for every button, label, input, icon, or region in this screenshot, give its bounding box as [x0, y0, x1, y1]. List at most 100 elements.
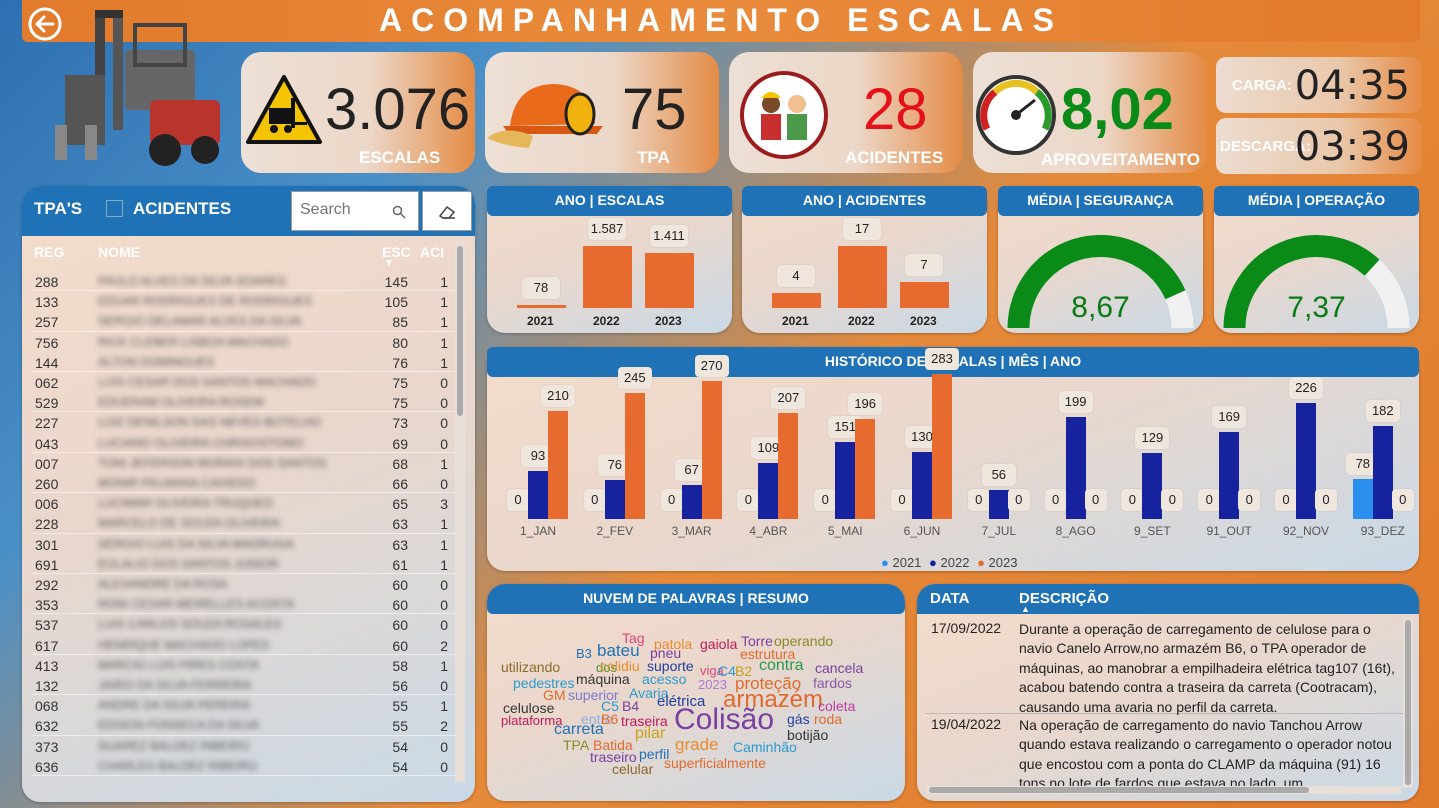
search-box[interactable] — [291, 191, 419, 231]
word[interactable]: gaiola — [700, 636, 738, 652]
descricao-scrollbar[interactable] — [1403, 618, 1413, 788]
table-row[interactable]: 373 SUAREZ BALDEZ RIBEIRO 54 0 — [32, 736, 464, 756]
word[interactable]: pedestres — [513, 675, 575, 691]
word[interactable]: operando — [774, 633, 834, 649]
word[interactable]: Tag — [622, 630, 645, 646]
word[interactable]: superior — [568, 687, 619, 703]
data-label-2023-92_NOV: 0 — [1315, 489, 1337, 511]
word[interactable]: B6 — [601, 711, 619, 727]
word[interactable]: patola — [654, 636, 693, 652]
word[interactable]: traseira — [621, 713, 668, 729]
word[interactable]: estrutura — [740, 646, 796, 662]
search-icon[interactable] — [392, 205, 406, 219]
back-arrow-icon[interactable] — [27, 6, 63, 42]
table-row[interactable]: 257 SERGIO DELAMAR ALVES DA SILVA 85 1 — [32, 311, 464, 332]
table-row[interactable]: 227 LUIZ DENILSON DAS NEVES BOTELHO 73 0 — [32, 412, 464, 432]
word[interactable]: colidiu — [600, 658, 640, 674]
legend-2022[interactable]: 2022 — [940, 555, 970, 570]
descricao-hscrollbar[interactable] — [927, 786, 1401, 794]
word[interactable]: cancela — [815, 660, 864, 676]
table-row[interactable]: 632 EDISON FONSECA DA SILVA 55 2 — [32, 715, 464, 736]
word[interactable]: fardos — [813, 675, 852, 691]
table-row[interactable]: 691 EULALIO DOS SANTOS JUNIOR 61 1 — [32, 554, 464, 574]
descricao-row-2[interactable]: 19/04/2022 Na operação de carregamento d… — [925, 716, 1403, 796]
table-scrollbar-thumb[interactable] — [457, 246, 463, 416]
table-row[interactable]: 144 ALTON DOMINGUES 76 1 — [32, 352, 464, 372]
table-scrollbar[interactable] — [455, 242, 465, 782]
word[interactable]: viga — [700, 663, 724, 678]
word[interactable]: roda — [814, 711, 843, 727]
word[interactable]: 2023 — [698, 677, 727, 692]
word[interactable]: traseiro — [590, 749, 637, 765]
table-row[interactable]: 007 TONI JEFERSON MORAIS DOS SANTOS 68 1 — [32, 453, 464, 473]
word[interactable]: B4 — [622, 698, 640, 714]
table-row[interactable]: 529 EDUERAM OLIVEIRA ROSEM 75 0 — [32, 392, 464, 413]
col-data-header[interactable]: DATA — [930, 590, 970, 607]
table-row[interactable]: 292 ALEXANDRE DA ROSA 60 0 — [32, 574, 464, 594]
word[interactable]: coleta — [818, 698, 856, 714]
word[interactable]: pilar — [635, 725, 666, 742]
descricao-row-1[interactable]: 17/09/2022 Durante a operação de carrega… — [925, 618, 1403, 715]
table-row[interactable]: 006 LUCIMAR OLIVEIRA TRUQUEO 65 3 — [32, 493, 464, 513]
col-descricao-header[interactable]: DESCRIÇÃO — [1019, 590, 1110, 607]
word[interactable]: celular — [612, 761, 654, 777]
table-row[interactable]: 537 LUIS CARLOS SOUZA ROSALES 60 0 — [32, 614, 464, 634]
descricao-scrollbar-thumb[interactable] — [1405, 620, 1411, 785]
col-aci-header[interactable]: ACI — [420, 244, 445, 260]
word[interactable]: suporte — [647, 658, 694, 674]
word[interactable]: armazém — [723, 686, 824, 713]
word[interactable]: Avaria — [629, 685, 669, 701]
word[interactable]: plataforma — [501, 713, 563, 728]
table-row[interactable]: 353 RONI CESAR MEIRELLES ACOSTA 60 0 — [32, 594, 464, 615]
word[interactable]: utilizando — [501, 659, 561, 675]
word[interactable]: grade — [675, 735, 719, 754]
word[interactable]: máquina — [576, 671, 630, 687]
table-row[interactable]: 043 LUCIANO OLIVEIRA CHRISOSTOMO 69 0 — [32, 433, 464, 453]
word[interactable]: B2 — [735, 663, 753, 679]
word[interactable]: TPA — [563, 737, 590, 753]
word[interactable]: Batida — [593, 737, 633, 753]
word[interactable]: C4 — [718, 663, 736, 679]
table-row[interactable]: 062 LUIS CESAR DOS SANTOS MACHADO 75 0 — [32, 372, 464, 392]
word[interactable]: gás — [787, 711, 810, 727]
legend-2023[interactable]: 2023 — [988, 555, 1018, 570]
table-row[interactable]: 228 MARCELO DE SOUZA OLIVEIRA 63 1 — [32, 513, 464, 534]
table-row[interactable]: 133 EDUAR RODRIGUES DE RODRIGUES 105 1 — [32, 291, 464, 311]
table-row[interactable]: 636 CHARLES BALDEZ RIBEIRO 54 0 — [32, 756, 464, 776]
search-input[interactable] — [300, 201, 388, 219]
col-esc-header[interactable]: ESC — [382, 244, 411, 260]
word[interactable]: acesso — [642, 671, 687, 687]
acidentes-checkbox[interactable] — [106, 200, 123, 217]
table-row[interactable]: 288 PAULO ALVES DA SILVA SOARES 145 1 — [32, 271, 464, 292]
descricao-hscrollbar-thumb[interactable] — [929, 787, 1309, 793]
word[interactable]: B3 — [576, 646, 592, 661]
word[interactable]: celulose — [503, 700, 555, 716]
word[interactable]: Torre — [741, 633, 773, 649]
table-row[interactable]: 617 HENRIQUE MACHADO LOPES 60 2 — [32, 635, 464, 655]
word[interactable]: dos — [596, 660, 617, 675]
word[interactable]: carreta — [554, 721, 604, 738]
word[interactable]: Caminhão — [733, 739, 797, 755]
table-row[interactable]: 260 MONIR PELMANA CAIXEDO 66 0 — [32, 473, 464, 494]
word[interactable]: superficialmente — [664, 755, 766, 771]
word[interactable]: entre — [581, 711, 613, 727]
table-row[interactable]: 413 MARCIO LUIS PIRES COSTA 58 1 — [32, 655, 464, 675]
word[interactable]: botijão — [787, 727, 829, 743]
word[interactable]: GM — [543, 687, 566, 703]
table-row[interactable]: 756 RICK CLEBER LISBOA MACHADO 80 1 — [32, 332, 464, 352]
table-row[interactable]: 301 SERGIO LUIS DA SILVA MADRUGA 63 1 — [32, 534, 464, 554]
col-reg-header[interactable]: REG — [34, 244, 65, 260]
clear-filter-button[interactable] — [422, 191, 472, 231]
word[interactable]: elétrica — [657, 693, 706, 710]
col-nome-header[interactable]: NOME — [98, 244, 140, 260]
word[interactable]: contra — [759, 657, 804, 674]
word[interactable]: pneu — [650, 645, 682, 661]
legend-2021[interactable]: 2021 — [892, 555, 922, 570]
word[interactable]: bateu — [597, 641, 640, 660]
word[interactable]: C5 — [601, 698, 619, 714]
word[interactable]: proteção — [735, 674, 802, 693]
table-row[interactable]: 068 ANDRE DA SILVA PEREIRA 55 1 — [32, 695, 464, 715]
table-row[interactable]: 132 JAIRO DA SILVA FERREIRA 56 0 — [32, 675, 464, 696]
word[interactable]: Colisão — [674, 703, 775, 736]
word[interactable]: perfil — [639, 746, 670, 762]
